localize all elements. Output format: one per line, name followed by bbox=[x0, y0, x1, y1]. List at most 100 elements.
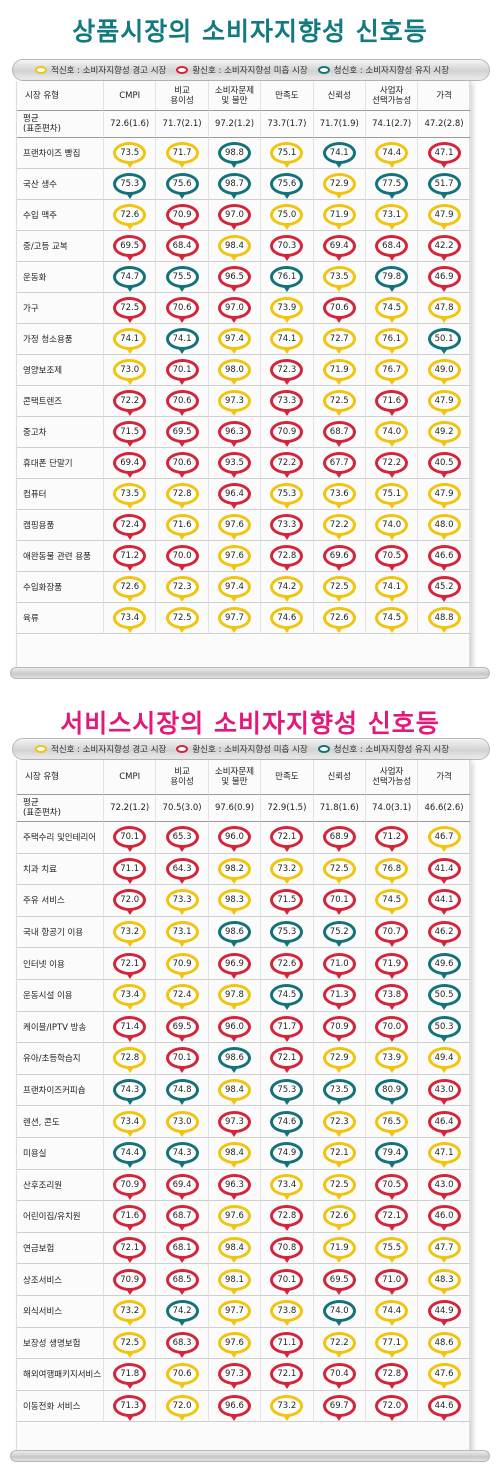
value-cell: 96.3 bbox=[208, 1169, 262, 1202]
red-signal-pin: 70.9 bbox=[322, 1015, 356, 1042]
value-cell: 75.3 bbox=[261, 1074, 314, 1107]
value-cell: 49.6 bbox=[418, 948, 471, 980]
value-cell: 74.2 bbox=[156, 1295, 209, 1328]
red-signal-pin: 70.8 bbox=[270, 1237, 304, 1264]
value-cell: 65.3 bbox=[156, 822, 209, 854]
value-cell: 69.5 bbox=[156, 417, 209, 448]
value-cell: 47.1 bbox=[418, 1137, 471, 1170]
red-signal-pin: 72.2 bbox=[270, 452, 304, 478]
value-cell: 71.7 bbox=[261, 1011, 314, 1044]
value-cell: 74.0 bbox=[365, 510, 419, 541]
red-signal-pin: 71.5 bbox=[270, 889, 304, 916]
value-cell: 74.4 bbox=[365, 138, 419, 169]
red-signal-pin: 69.6 bbox=[322, 545, 356, 571]
value-cell: 98.1 bbox=[208, 1264, 262, 1296]
yellow-signal-pin: 71.7 bbox=[165, 142, 199, 168]
value-cell: 74.0 bbox=[313, 1295, 366, 1328]
value-cell: 79.8 bbox=[365, 262, 419, 293]
yellow-signal-pin: 73.4 bbox=[113, 984, 147, 1011]
yellow-signal-pin: 73.1 bbox=[375, 204, 409, 230]
red-signal-pin: 72.5 bbox=[113, 297, 147, 323]
legend-label: 황신호 : 소비자지향성 미흡 시장 bbox=[192, 745, 308, 755]
red-signal-pin: 72.2 bbox=[113, 390, 147, 416]
value-cell: 44.6 bbox=[418, 1390, 471, 1423]
average-value: 72.6(1.6) bbox=[104, 111, 157, 138]
value-cell: 73.1 bbox=[156, 916, 209, 949]
yellow-signal-pin: 73.0 bbox=[113, 359, 147, 385]
value-cell: 72.5 bbox=[156, 603, 209, 634]
value-cell: 46.7 bbox=[418, 822, 471, 854]
value-cell: 47.9 bbox=[418, 200, 471, 231]
value-cell: 72.9 bbox=[313, 169, 366, 200]
average-value: 46.6(2.6) bbox=[418, 795, 471, 822]
value-cell: 97.6 bbox=[208, 541, 262, 572]
yellow-signal-pin: 75.1 bbox=[270, 142, 304, 168]
yellow-signal-pin: 77.1 bbox=[375, 1331, 409, 1358]
market-name: 영양보조제 bbox=[17, 355, 104, 386]
value-cell: 74.1 bbox=[261, 324, 314, 355]
yellow-signal-pin: 72.5 bbox=[322, 576, 356, 602]
market-name: 콘택트렌즈 bbox=[17, 386, 104, 417]
teal-signal-pin: 75.5 bbox=[165, 266, 199, 292]
teal-signal-pin: 75.6 bbox=[165, 173, 199, 199]
red-signal-pin: 43.0 bbox=[427, 1079, 461, 1106]
yellow-signal-pin: 47.7 bbox=[427, 1237, 461, 1264]
yellow-signal-pin: 72.6 bbox=[322, 607, 356, 633]
yellow-signal-pin: 76.5 bbox=[375, 1110, 409, 1137]
value-cell: 45.2 bbox=[418, 572, 471, 603]
value-cell: 43.0 bbox=[418, 1074, 471, 1107]
value-cell: 72.3 bbox=[156, 572, 209, 603]
value-cell: 46.9 bbox=[418, 262, 471, 293]
yellow-signal-pin: 75.1 bbox=[375, 483, 409, 509]
yellow-signal-pin: 97.7 bbox=[217, 607, 251, 633]
value-cell: 69.7 bbox=[313, 1390, 366, 1423]
value-cell: 46.0 bbox=[418, 1201, 471, 1233]
red-signal-pin: 46.9 bbox=[427, 266, 461, 292]
yellow-signal-pin: 73.2 bbox=[113, 1300, 147, 1327]
teal-signal-pin: 50.3 bbox=[427, 1015, 461, 1042]
value-cell: 71.3 bbox=[313, 979, 366, 1012]
average-value: 70.5(3.0) bbox=[156, 795, 209, 822]
value-cell: 73.0 bbox=[156, 1106, 209, 1138]
red-signal-pin: 40.5 bbox=[427, 452, 461, 478]
value-cell: 46.4 bbox=[418, 1106, 471, 1138]
red-signal-pin: 72.8 bbox=[270, 1205, 304, 1232]
red-signal-pin: 71.4 bbox=[113, 1015, 147, 1042]
market-name: 유아/초등학습지 bbox=[17, 1043, 104, 1075]
red-signal-pin: 43.0 bbox=[427, 1173, 461, 1200]
value-cell: 46.6 bbox=[418, 541, 471, 572]
red-signal-pin: 68.5 bbox=[165, 1268, 199, 1295]
yellow-signal-pin: 49.4 bbox=[427, 1047, 461, 1074]
yellow-signal-pin: 72.8 bbox=[165, 483, 199, 509]
average-value: 47.2(2.8) bbox=[418, 111, 471, 138]
red-signal-pin: 72.3 bbox=[270, 359, 304, 385]
red-signal-pin: 42.2 bbox=[427, 235, 461, 261]
value-cell: 73.5 bbox=[313, 262, 366, 293]
legend-label: 황신호 : 소비자지향성 미흡 시장 bbox=[192, 66, 308, 76]
value-cell: 47.8 bbox=[418, 293, 471, 324]
red-signal-icon bbox=[176, 745, 189, 753]
legend-label: 청신호 : 소비자지향성 유지 시장 bbox=[333, 66, 450, 76]
red-signal-pin: 73.3 bbox=[270, 514, 304, 540]
average-value: 71.8(1.6) bbox=[313, 795, 366, 822]
value-cell: 72.6 bbox=[104, 572, 157, 603]
red-signal-pin: 72.1 bbox=[270, 1047, 304, 1074]
teal-signal-pin: 75.6 bbox=[270, 173, 304, 199]
yellow-signal-pin: 74.1 bbox=[113, 328, 147, 354]
market-name: 산후조리원 bbox=[17, 1169, 104, 1202]
red-signal-pin: 71.2 bbox=[113, 545, 147, 571]
red-signal-pin: 69.5 bbox=[322, 1268, 356, 1295]
value-cell: 72.8 bbox=[365, 1359, 419, 1391]
value-cell: 97.4 bbox=[208, 324, 262, 355]
value-cell: 97.3 bbox=[208, 1106, 262, 1138]
value-cell: 72.1 bbox=[313, 1137, 366, 1170]
value-cell: 68.7 bbox=[313, 417, 366, 448]
yellow-signal-pin: 72.3 bbox=[322, 1110, 356, 1137]
value-cell: 71.4 bbox=[104, 1011, 157, 1044]
red-signal-pin: 73.3 bbox=[270, 390, 304, 416]
column-header: 가격 bbox=[418, 760, 471, 795]
yellow-signal-pin: 74.6 bbox=[270, 607, 304, 633]
service-market-section: 서비스시장의 소비자지향성 신호등 적신호 : 소비자지향성 경고 시장 황신호… bbox=[0, 690, 500, 1464]
value-cell: 73.3 bbox=[156, 885, 209, 917]
value-cell: 47.7 bbox=[418, 1232, 471, 1265]
